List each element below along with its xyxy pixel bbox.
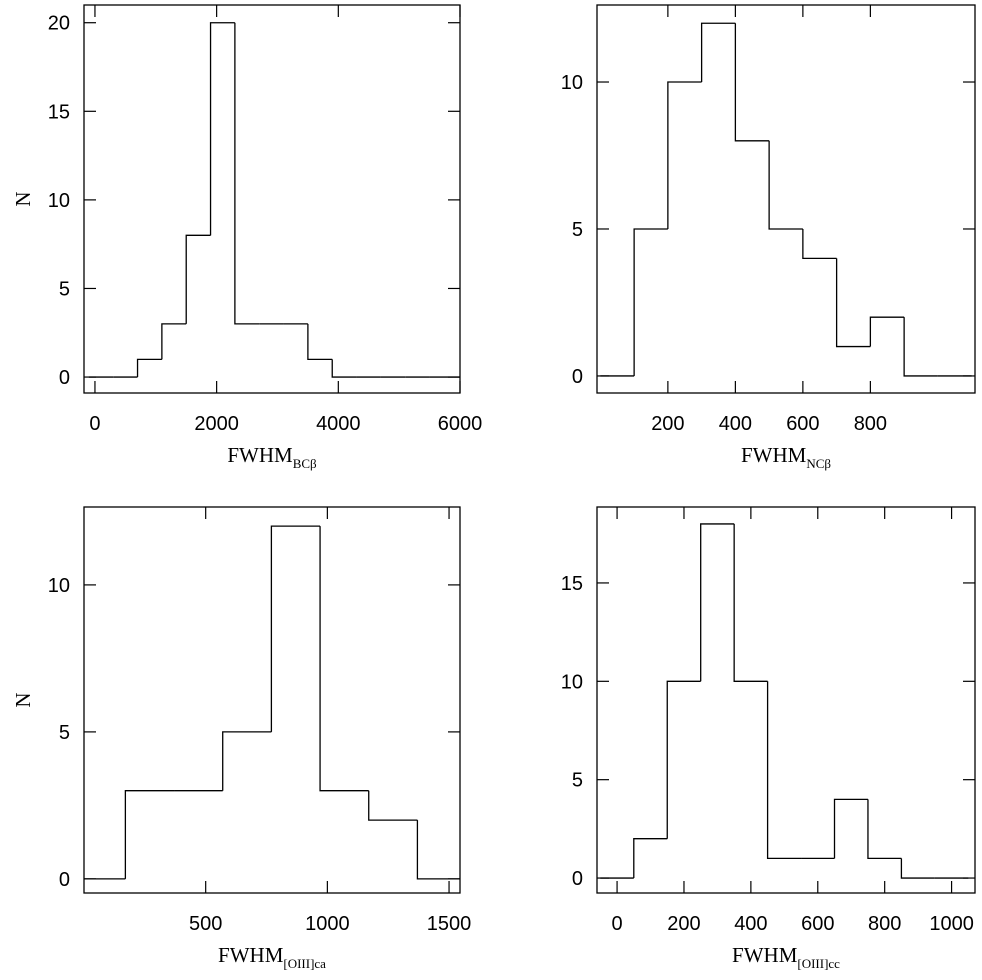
x-tick-label: 6000 <box>438 413 483 435</box>
x-axis-label-sub: NCβ <box>806 456 831 471</box>
histogram-step <box>766 681 802 860</box>
y-axis-label: N <box>11 692 35 707</box>
histogram-step <box>667 81 702 229</box>
x-tick-label: 500 <box>189 913 222 935</box>
x-tick-label: 800 <box>868 913 901 935</box>
histogram-step <box>209 22 235 236</box>
histogram-step <box>700 22 736 83</box>
histogram-step <box>833 798 868 859</box>
x-tick-label: 800 <box>854 413 887 435</box>
plot-frame <box>83 4 461 394</box>
x-tick-label: 4000 <box>316 413 361 435</box>
y-tick-label: 5 <box>59 722 70 744</box>
histogram-step <box>222 731 272 791</box>
histogram-step <box>903 317 938 377</box>
x-axis-label-main: FWHM <box>732 943 798 967</box>
histogram-step <box>136 358 162 378</box>
x-tick-label: 1500 <box>427 913 472 935</box>
histogram-step <box>331 359 357 378</box>
histogram-step <box>368 790 418 821</box>
x-axis-label: FWHMBCβ <box>227 443 317 471</box>
x-tick-label: 200 <box>667 913 700 935</box>
y-tick-label: 5 <box>572 219 583 241</box>
histogram-step <box>900 858 935 879</box>
panel: 0 200 400 600 800 1000 0 5 10 15 FWHM[OIII]cc <box>561 506 976 971</box>
histogram-step <box>802 228 837 260</box>
plot-frame <box>596 506 976 894</box>
histogram-step <box>416 820 460 880</box>
histogram-step <box>700 523 735 682</box>
x-axis-label: FWHM[OIII]ca <box>218 943 326 971</box>
histogram-step <box>733 523 768 682</box>
y-tick-label: 10 <box>561 671 583 693</box>
x-tick-label: 1000 <box>305 913 350 935</box>
x-tick-label: 0 <box>612 913 623 935</box>
x-axis-label-main: FWHM <box>218 943 284 967</box>
x-tick-label: 1000 <box>929 913 974 935</box>
plot-frame <box>83 506 461 894</box>
y-tick-label: 15 <box>48 101 70 123</box>
y-tick-label: 0 <box>572 366 583 388</box>
histogram-step <box>234 22 260 325</box>
x-axis-label-sub: [OIII]ca <box>283 956 326 971</box>
y-tick-label: 0 <box>572 868 583 890</box>
histogram-step <box>633 228 668 376</box>
y-tick-label: 10 <box>561 72 583 94</box>
y-tick-label: 0 <box>59 367 70 389</box>
histogram <box>600 523 969 879</box>
plot-frame <box>596 4 976 394</box>
y-tick-label: 0 <box>59 869 70 891</box>
histogram-step <box>319 526 369 792</box>
histogram-step <box>270 525 321 732</box>
y-tick-label: 20 <box>48 13 70 35</box>
x-tick-label: 0 <box>89 413 100 435</box>
x-tick-label: 600 <box>801 913 834 935</box>
histogram <box>88 22 460 378</box>
histogram-step <box>835 258 871 348</box>
histogram-step <box>307 323 333 360</box>
x-axis-label-main: FWHM <box>227 443 293 467</box>
histogram-step <box>124 790 175 879</box>
x-tick-label: 400 <box>719 413 752 435</box>
histogram-step <box>867 799 902 860</box>
x-axis-label-main: FWHM <box>741 443 807 467</box>
y-tick-label: 5 <box>572 770 583 792</box>
y-tick-label: 5 <box>59 278 70 300</box>
histogram-step <box>768 140 803 230</box>
histogram-step <box>869 316 905 347</box>
panel: 200 400 600 800 0 5 10 FWHMNCβ <box>561 4 976 471</box>
x-axis-label-sub: [OIII]cc <box>797 956 840 971</box>
histogram-step <box>666 680 701 839</box>
panel: 500 1000 1500 0 5 10 FWHM[OIII]ca N <box>11 506 472 971</box>
histogram <box>84 525 460 880</box>
x-axis-label: FWHMNCβ <box>741 443 831 471</box>
histogram-step <box>734 23 770 142</box>
histogram-step <box>633 838 668 879</box>
x-axis-label: FWHM[OIII]cc <box>732 943 840 971</box>
y-axis-label: N <box>11 191 35 206</box>
x-tick-label: 200 <box>651 413 684 435</box>
y-tick-label: 15 <box>561 573 583 595</box>
x-tick-label: 600 <box>786 413 819 435</box>
x-tick-label: 2000 <box>194 413 239 435</box>
y-tick-label: 10 <box>48 190 70 212</box>
panel: 0 2000 4000 6000 0 5 10 15 20 FWHMBCβ N <box>11 4 483 471</box>
histogram-step <box>185 234 211 324</box>
x-tick-label: 400 <box>734 913 767 935</box>
histogram-step <box>161 323 187 360</box>
histogram <box>600 22 972 377</box>
y-tick-label: 10 <box>48 575 70 597</box>
x-axis-label-sub: BCβ <box>293 456 317 471</box>
